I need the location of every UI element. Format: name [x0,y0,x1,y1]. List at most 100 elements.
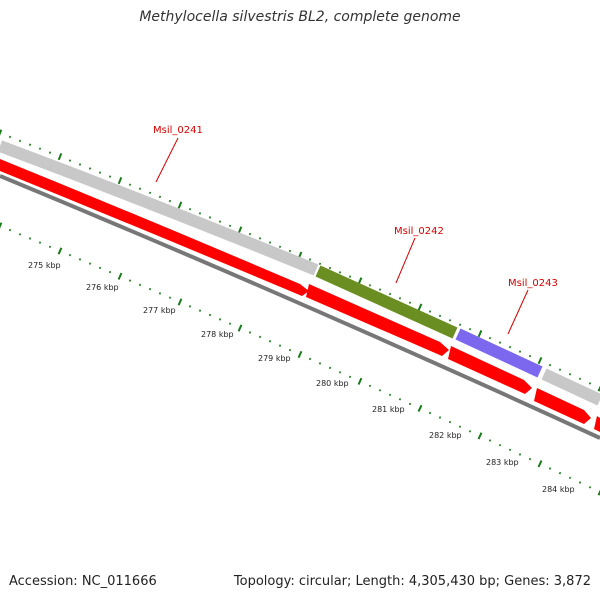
outer-tick-17 [170,200,171,202]
scale-tick-34 [340,371,341,373]
outer-tick-1 [10,136,11,138]
scale-tick-33 [330,367,331,369]
outer-tick-52 [520,351,521,353]
cds-arrow-5[interactable] [594,416,600,432]
outer-tick-11 [110,176,111,178]
outer-tick-47 [470,328,471,330]
outer-tick-6 [59,153,62,160]
scale-tick-48 [479,433,482,439]
scale-tick-18 [179,299,182,305]
outer-tick-51 [510,346,511,348]
scale-tick-38 [380,389,381,391]
scale-tick-13 [130,280,131,282]
scale-tick-24 [239,325,242,331]
scale-tick-52 [520,454,521,456]
scale-tick-41 [410,403,411,405]
scale-tick-57 [570,477,571,479]
outer-tick-10 [100,172,101,174]
scale-tick-55 [550,468,551,470]
scale-label-279: 279 kbp [258,354,291,363]
scale-tick-53 [530,458,531,460]
scale-tick-19 [190,305,191,307]
scale-tick-44 [440,417,441,419]
outer-tick-46 [460,324,461,326]
scale-tick-27 [270,340,271,342]
scale-tick-21 [210,314,211,316]
outer-tick-33 [330,267,331,269]
scale-tick-28 [280,345,281,347]
outer-tick-21 [210,217,211,219]
outer-tick-55 [550,364,551,366]
outer-tick-56 [560,369,561,371]
scale-label-283: 283 kbp [486,458,519,467]
scale-tick-39 [390,394,391,396]
gene-label-msil-0241[interactable]: Msil_0241 [153,125,203,136]
scale-tick-15 [150,288,151,290]
outer-tick-3 [30,144,31,146]
cds-track [0,159,600,432]
scale-tick-50 [500,444,501,446]
outer-tick-43 [430,311,431,313]
scale-tick-37 [370,385,371,387]
scale-tick-9 [90,263,91,265]
outer-tick-48 [479,330,482,336]
outer-tick-18 [179,202,182,208]
outer-tick-37 [370,284,371,286]
outer-tick-0 [0,130,1,137]
outer-tick-53 [530,355,531,357]
outer-tick-27 [270,242,271,244]
outer-tick-58 [580,378,581,380]
scale-label-282: 282 kbp [429,431,462,440]
outer-tick-32 [320,263,321,265]
outer-tick-41 [410,302,411,304]
gene-label-msil-0242[interactable]: Msil_0242 [394,226,444,237]
cds-arrow-1[interactable] [0,159,309,296]
scale-tick-42 [419,405,422,411]
scale-tick-47 [470,430,471,432]
scale-tick-23 [230,323,231,325]
outer-tick-54 [539,357,542,363]
scale-tick-1 [10,229,11,231]
scale-tick-3 [30,238,31,240]
outer-tick-45 [450,319,451,321]
outer-tick-59 [590,383,591,385]
scale-tick-43 [430,412,431,414]
genome-title: Methylocella silvestris BL2, complete ge… [0,9,600,25]
outer-tick-5 [50,152,51,154]
outer-tick-7 [70,160,71,162]
outer-tick-14 [140,188,141,190]
outer-tick-24 [239,227,242,234]
gene-label-msil-0243[interactable]: Msil_0243 [508,278,558,289]
callout-line-msil-0241 [156,138,178,182]
scale-tick-36 [359,378,362,384]
outer-tick-12 [119,177,122,184]
scale-tick-12 [119,273,122,279]
scale-label-280: 280 kbp [316,379,349,388]
scale-tick-32 [320,363,321,365]
outer-tick-40 [400,297,401,299]
outer-tick-2 [20,140,21,142]
outer-tick-13 [130,184,131,186]
outer-tick-49 [490,337,491,339]
gene-grey-left[interactable] [0,146,316,270]
outer-tick-50 [500,342,501,344]
scale-tick-10 [100,267,101,269]
scale-tick-51 [510,449,511,451]
scale-tick-49 [490,440,491,442]
scale-tick-45 [450,421,451,423]
scale-label-275: 275 kbp [28,261,61,270]
outer-tick-39 [390,293,391,295]
outer-tick-29 [290,250,291,252]
scale-tick-2 [20,233,21,235]
outer-tick-44 [440,315,441,317]
outer-tick-19 [190,208,191,210]
scale-tick-56 [560,472,561,474]
callout-line-msil-0242 [396,238,415,283]
scale-tick-14 [140,284,141,286]
scale-tick-25 [250,332,251,334]
scale-tick-8 [80,259,81,261]
scale-tick-20 [200,310,201,312]
scale-label-276: 276 kbp [86,283,119,292]
